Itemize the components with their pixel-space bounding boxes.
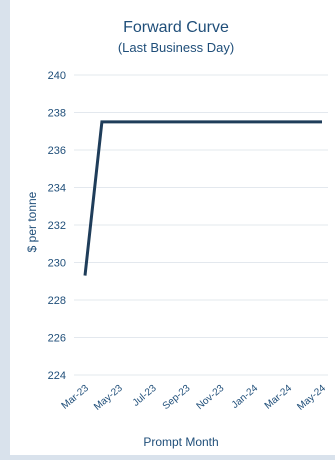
y-tick-label: 238	[48, 108, 66, 120]
y-axis-label: $ per tonne	[25, 191, 39, 252]
x-axis-label: Prompt Month	[143, 435, 218, 449]
x-tick-label: May-24	[295, 383, 328, 413]
chart-panel: Forward Curve (Last Business Day) 224 226…	[10, 0, 335, 455]
y-tick-label: 226	[48, 333, 66, 345]
gridlines	[74, 74, 328, 376]
x-tick-label: May-23	[92, 383, 125, 413]
chart-title: Forward Curve	[123, 19, 229, 36]
series-layer	[83, 120, 322, 276]
x-tick-label: Mar-23	[60, 383, 92, 412]
y-tick-label: 240	[48, 70, 66, 82]
x-tick-label: Sep-23	[161, 383, 193, 412]
y-tick-label: 236	[48, 145, 66, 157]
x-tick-label: Nov-23	[195, 383, 227, 412]
y-tick-label: 232	[48, 220, 66, 232]
series-line	[83, 120, 322, 276]
x-tick-label: Jul-23	[131, 383, 159, 409]
y-tick-label: 234	[48, 183, 66, 195]
x-tick-label: Mar-24	[263, 383, 295, 412]
y-axis-ticks: 224 226 228 230 232 234 236 238 240	[48, 70, 66, 382]
y-tick-label: 228	[48, 295, 66, 307]
y-tick-label: 230	[48, 258, 66, 270]
x-axis-ticks: Mar-23 May-23 Jul-23 Sep-23 Nov-23 Jan-24 Mar-…	[60, 383, 329, 413]
forward-curve-chart: Forward Curve (Last Business Day) 224 226…	[25, 19, 329, 449]
chart-subtitle: (Last Business Day)	[118, 40, 234, 55]
x-tick-label: Jan-24	[230, 383, 261, 411]
y-tick-label: 224	[48, 370, 66, 382]
